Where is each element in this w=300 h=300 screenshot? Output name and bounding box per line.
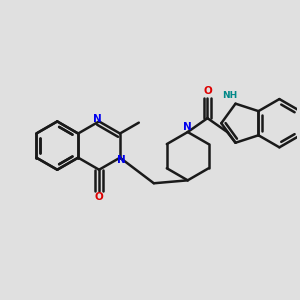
Text: NH: NH [223,91,238,100]
Text: N: N [183,122,192,132]
Text: O: O [95,192,103,202]
Text: N: N [117,155,126,165]
Text: O: O [203,86,212,96]
Text: N: N [93,114,102,124]
